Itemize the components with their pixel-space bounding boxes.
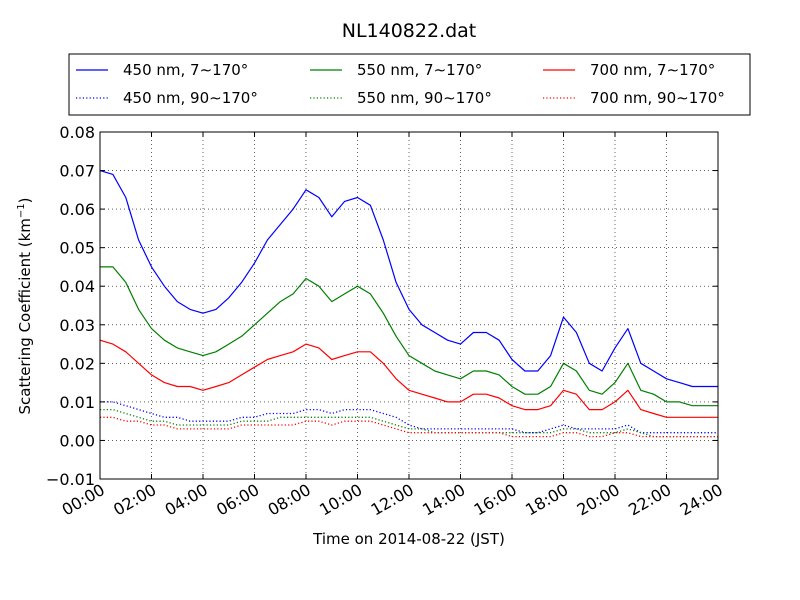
y-tick-label: 0.02: [59, 354, 95, 373]
x-tick-label: 06:00: [213, 480, 262, 520]
series-line-2: [100, 266, 718, 407]
series-line-3: [99, 339, 718, 418]
x-tick-label: 16:00: [471, 480, 520, 520]
x-tick-label: 22:00: [625, 480, 674, 520]
legend: 450 nm, 7∼170° 550 nm, 7∼170° 700 nm, 7∼17…: [68, 53, 751, 116]
series-line-1: [99, 170, 718, 388]
y-tick-label: 0.05: [59, 239, 95, 258]
y-axis-title-sup: −1: [16, 203, 27, 218]
x-tick-labels: 00:00 02:00 04:00 06:00 08:00 10:00 12:00 14:00…: [59, 480, 726, 520]
y-tick-label: 0.01: [59, 393, 95, 412]
y-tick-label: 0.03: [59, 316, 95, 335]
y-tick-label: 0.07: [59, 162, 95, 181]
legend-label-6: 700 nm, 90∼170°: [590, 89, 725, 107]
chart-title: NL140822.dat: [342, 20, 477, 42]
legend-label-4: 450 nm, 90∼170°: [123, 89, 258, 107]
legend-label-1: 450 nm, 7∼170°: [123, 61, 248, 79]
legend-label-5: 550 nm, 90∼170°: [357, 89, 492, 107]
grid: [100, 132, 718, 479]
axis-ticks: [99, 131, 719, 480]
series-line-4: [100, 401, 718, 434]
x-axis-title: Time on 2014-08-22 (JST): [312, 530, 505, 548]
y-tick-label: 0.04: [59, 277, 95, 296]
y-axis-title-main: Scattering Coefficient (km: [16, 218, 34, 414]
y-axis-title: Scattering Coefficient (km−1): [16, 197, 34, 414]
legend-label-2: 550 nm, 7∼170°: [357, 61, 482, 79]
y-tick-label: 0.06: [59, 200, 95, 219]
legend-box: [68, 53, 751, 116]
y-axis-title-close: ): [16, 197, 34, 203]
x-tick-label: 02:00: [110, 480, 159, 520]
y-tick-label: −0.01: [46, 470, 95, 489]
series-layer: [99, 170, 718, 438]
y-tick-label: 0.08: [59, 123, 95, 142]
x-tick-label: 12:00: [368, 480, 417, 520]
x-tick-label: 20:00: [574, 480, 623, 520]
x-tick-label: 04:00: [162, 480, 211, 520]
y-tick-label: 0.00: [59, 431, 95, 450]
x-tick-label: 08:00: [265, 480, 314, 520]
x-tick-label: 10:00: [316, 480, 365, 520]
y-tick-labels: −0.01 0.00 0.01 0.02 0.03 0.04 0.05 0.06 0.07 0.0…: [46, 123, 95, 489]
x-tick-label: 24:00: [677, 480, 726, 520]
x-tick-label: 14:00: [419, 480, 468, 520]
legend-label-3: 700 nm, 7∼170°: [590, 61, 715, 79]
x-tick-label: 18:00: [522, 480, 571, 520]
